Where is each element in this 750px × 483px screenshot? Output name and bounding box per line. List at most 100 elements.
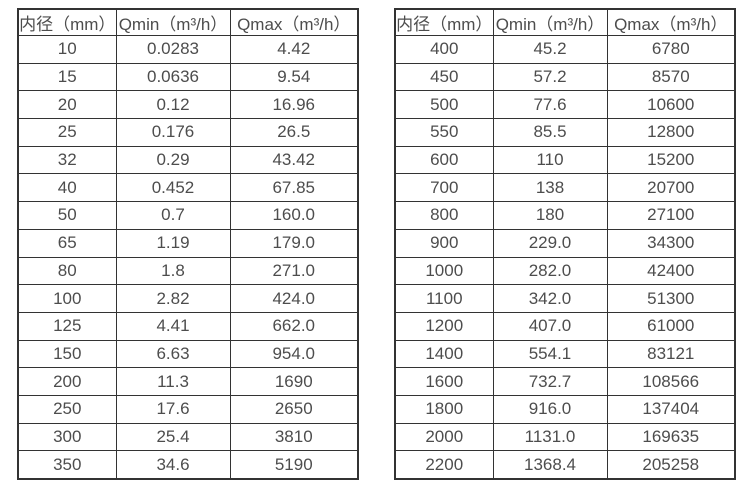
table-row: 1200 407.0 61000	[394, 311, 736, 341]
table-cell: 271.0	[229, 256, 359, 286]
table-cell: 100	[17, 284, 117, 313]
table-cell: 16.96	[229, 90, 359, 120]
table-cell: 700	[394, 173, 494, 203]
table-cell: 0.176	[115, 118, 231, 147]
table-cell: 0.0636	[115, 62, 231, 92]
table-cell: 138	[492, 173, 608, 203]
table-row: 1100 342.0 51300	[394, 284, 736, 313]
table-cell: 25	[17, 118, 117, 147]
table-cell: 500	[394, 90, 494, 120]
table-cell: 1400	[394, 339, 494, 369]
table-cell: 2000	[394, 422, 494, 452]
table-row: 10 0.0283 4.42	[17, 35, 359, 64]
table-row: 125 4.41 662.0	[17, 311, 359, 341]
table-row: 2000 1131.0 169635	[394, 422, 736, 452]
table-row: 50 0.7 160.0	[17, 201, 359, 230]
table-cell: 350	[17, 450, 117, 480]
table-cell: 250	[17, 394, 117, 424]
table-cell: 8570	[606, 62, 736, 92]
table-row: 200 11.3 1690	[17, 367, 359, 396]
table-cell: 65	[17, 228, 117, 258]
table-cell: 83121	[606, 339, 736, 369]
table-cell: 1200	[394, 311, 494, 341]
table-cell: 85.5	[492, 118, 608, 147]
table-row: 700 138 20700	[394, 173, 736, 203]
header-row: 内径（mm） Qmin（m³/h） Qmax（m³/h）	[394, 8, 736, 36]
table-cell: 1.19	[115, 228, 231, 258]
table-cell: 0.452	[115, 173, 231, 203]
table-cell: 15200	[606, 145, 736, 175]
table-cell: 407.0	[492, 311, 608, 341]
table-cell: 550	[394, 118, 494, 147]
table-cell: 12800	[606, 118, 736, 147]
table-cell: 5190	[229, 450, 359, 480]
table-cell: 15	[17, 62, 117, 92]
column-header: Qmin（m³/h）	[492, 8, 608, 36]
column-header: 内径（mm）	[394, 8, 494, 36]
table-row: 100 2.82 424.0	[17, 284, 359, 313]
table-cell: 9.54	[229, 62, 359, 92]
table-row: 800 180 27100	[394, 201, 736, 230]
table-row: 15 0.0636 9.54	[17, 62, 359, 92]
table-cell: 916.0	[492, 394, 608, 424]
table-cell: 45.2	[492, 35, 608, 64]
table-cell: 4.42	[229, 35, 359, 64]
table-cell: 0.7	[115, 201, 231, 230]
table-cell: 108566	[606, 367, 736, 396]
table-row: 25 0.176 26.5	[17, 118, 359, 147]
table-cell: 229.0	[492, 228, 608, 258]
table-cell: 400	[394, 35, 494, 64]
table-row: 900 229.0 34300	[394, 228, 736, 258]
table-cell: 150	[17, 339, 117, 369]
table-cell: 51300	[606, 284, 736, 313]
table-cell: 0.0283	[115, 35, 231, 64]
table-row: 2200 1368.4 205258	[394, 450, 736, 480]
table-cell: 67.85	[229, 173, 359, 203]
table-cell: 6.63	[115, 339, 231, 369]
table-row: 20 0.12 16.96	[17, 90, 359, 120]
table-cell: 80	[17, 256, 117, 286]
table-cell: 6780	[606, 35, 736, 64]
column-header: Qmax（m³/h）	[229, 8, 359, 36]
table-row: 1800 916.0 137404	[394, 394, 736, 424]
table-cell: 800	[394, 201, 494, 230]
table-row: 80 1.8 271.0	[17, 256, 359, 286]
table-cell: 10	[17, 35, 117, 64]
table-cell: 1.8	[115, 256, 231, 286]
table-row: 600 110 15200	[394, 145, 736, 175]
table-cell: 20	[17, 90, 117, 120]
table-cell: 1800	[394, 394, 494, 424]
table-row: 40 0.452 67.85	[17, 173, 359, 203]
table-cell: 77.6	[492, 90, 608, 120]
table-cell: 57.2	[492, 62, 608, 92]
table-row: 32 0.29 43.42	[17, 145, 359, 175]
table-cell: 17.6	[115, 394, 231, 424]
table-cell: 34300	[606, 228, 736, 258]
table-cell: 34.6	[115, 450, 231, 480]
table-cell: 26.5	[229, 118, 359, 147]
table-row: 400 45.2 6780	[394, 35, 736, 64]
table-cell: 10600	[606, 90, 736, 120]
table-cell: 40	[17, 173, 117, 203]
table-row: 150 6.63 954.0	[17, 339, 359, 369]
table-cell: 205258	[606, 450, 736, 480]
table-cell: 600	[394, 145, 494, 175]
table-cell: 300	[17, 422, 117, 452]
table-cell: 2650	[229, 394, 359, 424]
table-cell: 1000	[394, 256, 494, 286]
column-header: 内径（mm）	[17, 8, 117, 36]
table-row: 1600 732.7 108566	[394, 367, 736, 396]
table-cell: 50	[17, 201, 117, 230]
table-row: 1000 282.0 42400	[394, 256, 736, 286]
table-cell: 169635	[606, 422, 736, 452]
table-cell: 1600	[394, 367, 494, 396]
table-cell: 1100	[394, 284, 494, 313]
table-row: 450 57.2 8570	[394, 62, 736, 92]
table-cell: 2200	[394, 450, 494, 480]
column-header: Qmax（m³/h）	[606, 8, 736, 36]
table-row: 550 85.5 12800	[394, 118, 736, 147]
table-cell: 200	[17, 367, 117, 396]
table-cell: 4.41	[115, 311, 231, 341]
table-cell: 0.12	[115, 90, 231, 120]
